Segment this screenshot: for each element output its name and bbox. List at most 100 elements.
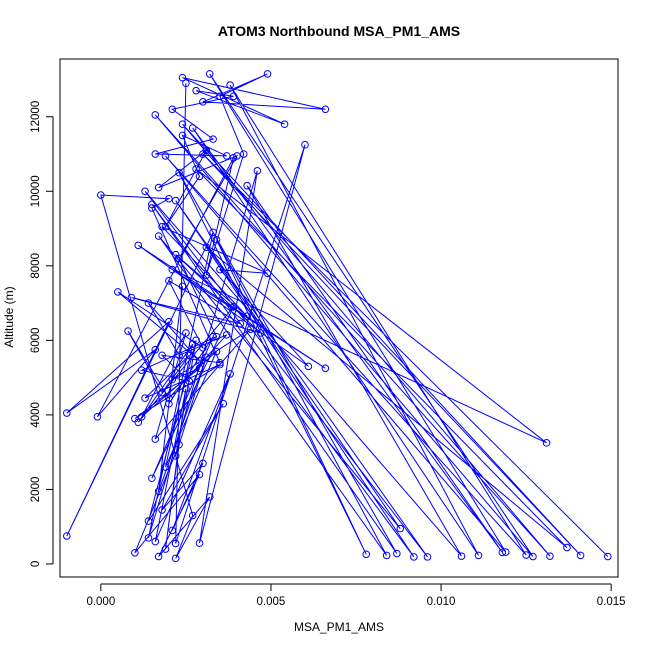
data-point bbox=[137, 412, 146, 421]
data-point bbox=[563, 543, 571, 552]
data-point bbox=[175, 168, 183, 177]
data-point bbox=[195, 470, 204, 479]
data-point bbox=[158, 506, 166, 514]
data-point bbox=[195, 539, 204, 547]
data-point bbox=[199, 98, 207, 106]
data-point bbox=[178, 120, 187, 129]
data-point bbox=[148, 474, 156, 483]
y-tick-label: 6000 bbox=[30, 328, 42, 354]
data-point bbox=[168, 105, 177, 114]
series-layer bbox=[63, 70, 612, 563]
data-point bbox=[165, 317, 173, 326]
data-point bbox=[280, 120, 289, 129]
data-point bbox=[396, 524, 405, 533]
data-point bbox=[212, 347, 221, 356]
data-point bbox=[382, 551, 391, 560]
data-point bbox=[161, 222, 170, 231]
data-point bbox=[202, 271, 211, 279]
data-point bbox=[182, 329, 190, 337]
data-point bbox=[263, 269, 272, 278]
data-point bbox=[209, 228, 217, 237]
data-point bbox=[97, 191, 105, 199]
data-point bbox=[161, 152, 170, 160]
data-point bbox=[199, 344, 207, 352]
data-point bbox=[154, 183, 163, 192]
data-point bbox=[137, 366, 146, 374]
data-point bbox=[171, 539, 180, 548]
data-point bbox=[178, 131, 187, 140]
data-point bbox=[127, 293, 136, 302]
data-point bbox=[423, 553, 432, 561]
data-point bbox=[141, 187, 149, 196]
y-tick-label: 8000 bbox=[30, 253, 42, 279]
data-point bbox=[304, 362, 313, 371]
data-point bbox=[175, 351, 183, 360]
data-point bbox=[256, 329, 265, 337]
data-point bbox=[209, 135, 217, 143]
data-point bbox=[178, 73, 187, 82]
data-point bbox=[246, 325, 255, 333]
data-point bbox=[171, 452, 180, 460]
data-point bbox=[393, 549, 401, 558]
data-point bbox=[154, 487, 163, 496]
data-point bbox=[165, 394, 173, 402]
data-point bbox=[114, 288, 122, 296]
data-point bbox=[185, 377, 194, 386]
data-point bbox=[151, 150, 160, 158]
data-point bbox=[216, 265, 224, 274]
data-point bbox=[202, 353, 211, 361]
data-point bbox=[202, 146, 211, 155]
data-point bbox=[212, 332, 221, 341]
data-point bbox=[301, 140, 309, 149]
data-point bbox=[195, 357, 204, 365]
data-point bbox=[222, 152, 231, 160]
y-axis: 0 2000 4000 6000 8000 10000 12000 bbox=[30, 101, 54, 567]
data-point bbox=[178, 282, 187, 291]
data-point bbox=[212, 235, 221, 244]
data-point bbox=[216, 92, 224, 101]
data-point bbox=[410, 553, 418, 561]
y-tick-label: 10000 bbox=[30, 175, 42, 207]
data-point bbox=[175, 440, 183, 449]
data-point bbox=[501, 548, 510, 556]
data-point bbox=[199, 459, 207, 468]
data-point bbox=[243, 312, 251, 320]
data-point bbox=[151, 345, 160, 354]
data-point bbox=[219, 399, 228, 408]
data-point bbox=[263, 70, 272, 78]
data-point bbox=[362, 550, 371, 559]
data-point bbox=[253, 166, 262, 175]
data-point bbox=[229, 303, 238, 311]
data-point bbox=[168, 375, 177, 384]
y-tick-label: 12000 bbox=[30, 101, 42, 133]
data-point bbox=[192, 165, 200, 173]
data-point bbox=[236, 319, 245, 328]
data-point bbox=[603, 552, 612, 561]
data-point bbox=[226, 370, 234, 378]
data-point bbox=[134, 241, 143, 250]
data-point bbox=[131, 548, 139, 557]
data-point bbox=[151, 111, 160, 119]
data-point bbox=[134, 418, 143, 427]
x-axis: 0.000 0.005 0.010 0.015 bbox=[86, 583, 626, 608]
x-axis-label: MSA_PM1_AMS bbox=[294, 620, 384, 634]
chart-title: ATOM3 Northbound MSA_PM1_AMS bbox=[218, 23, 460, 39]
data-point bbox=[151, 537, 160, 546]
data-point bbox=[195, 172, 204, 181]
series-line bbox=[66, 73, 609, 559]
data-point bbox=[192, 86, 200, 95]
data-point bbox=[474, 551, 483, 560]
data-point bbox=[205, 70, 214, 78]
data-point bbox=[185, 351, 194, 360]
x-tick-label: 0.010 bbox=[427, 596, 456, 608]
data-point bbox=[124, 327, 132, 335]
y-tick-label: 4000 bbox=[30, 402, 42, 428]
data-point bbox=[243, 181, 251, 190]
data-point bbox=[144, 299, 153, 307]
data-point bbox=[498, 548, 507, 557]
data-point bbox=[144, 517, 153, 525]
x-tick-label: 0.015 bbox=[597, 596, 626, 608]
data-point bbox=[158, 222, 166, 231]
data-point bbox=[205, 493, 214, 501]
